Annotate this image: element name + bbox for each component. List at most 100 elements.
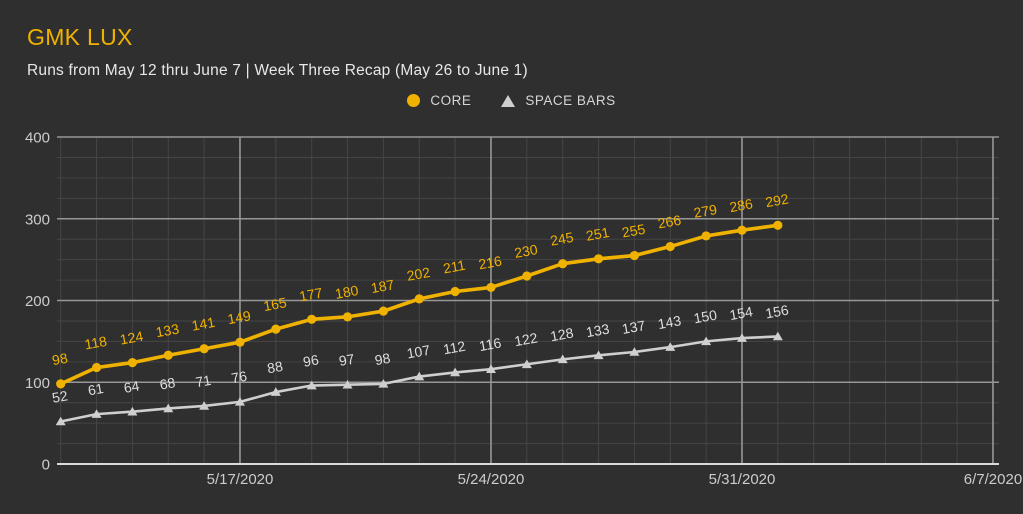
core-point-label: 286 — [728, 195, 754, 215]
core-point-label: 251 — [585, 224, 611, 244]
space-bars-point-label: 133 — [585, 320, 611, 340]
core-point — [414, 294, 424, 304]
space-bars-point-label: 128 — [549, 324, 575, 344]
y-tick-label: 200 — [25, 293, 50, 310]
circle-marker-icon — [407, 94, 421, 107]
space-bars-point-label: 156 — [764, 302, 790, 322]
core-point — [486, 282, 496, 293]
space-bars-point-label: 88 — [266, 358, 284, 376]
runs-chart-svg: 0 100 200 300 400 5/17/2020 5/24/2020 5/31/2020… — [25, 130, 1022, 489]
x-tick-label: 6/7/2020 — [964, 471, 1022, 488]
y-tick-label: 100 — [25, 375, 50, 392]
legend-label-core: CORE — [430, 93, 472, 108]
legend-label-space-bars: SPACE BARS — [525, 93, 616, 108]
core-point-label: 124 — [119, 328, 145, 348]
core-point-label: 180 — [334, 282, 360, 302]
space-bars-point — [306, 380, 317, 390]
space-bars-point-label: 154 — [728, 303, 754, 323]
y-tick-label: 400 — [25, 130, 50, 147]
space-bars-point-label: 116 — [478, 334, 503, 354]
space-bars-point-label: 107 — [406, 342, 432, 362]
space-bars-point-label: 71 — [194, 372, 212, 390]
space-bars-point — [772, 331, 783, 341]
space-bars-point — [234, 397, 245, 406]
core-point — [307, 314, 317, 324]
space-bars-point — [485, 364, 496, 373]
core-point-label: 292 — [764, 190, 790, 210]
core-point — [450, 286, 460, 297]
core-point-label: 202 — [406, 264, 432, 284]
space-bars-point — [91, 409, 102, 418]
space-bars-point-label: 98 — [373, 350, 391, 368]
space-bars-point-label: 76 — [230, 368, 248, 386]
space-bars-point-label: 96 — [302, 351, 320, 369]
core-point-label: 149 — [226, 307, 252, 327]
core-point-label: 165 — [262, 294, 288, 314]
core-point — [163, 350, 173, 360]
space-bars-point-label: 143 — [657, 312, 683, 332]
core-point-label: 133 — [155, 320, 181, 340]
space-bars-point — [55, 416, 66, 426]
core-point — [593, 254, 604, 264]
space-bars-point-label: 52 — [51, 387, 69, 405]
space-bars-point — [163, 403, 174, 413]
core-point — [737, 225, 747, 235]
chart-subtitle: Runs from May 12 thru June 7 | Week Thre… — [27, 62, 528, 79]
y-tick-label: 0 — [42, 457, 50, 474]
space-bars-point-label: 68 — [158, 374, 176, 392]
core-point-label: 141 — [190, 314, 216, 334]
triangle-marker-icon — [501, 94, 516, 107]
core-point-label: 211 — [442, 257, 467, 277]
x-tick-label: 5/24/2020 — [458, 471, 525, 488]
core-point — [199, 344, 209, 354]
legend-item-core[interactable]: CORE — [407, 93, 471, 108]
core-point — [378, 306, 389, 316]
space-bars-point — [378, 379, 389, 388]
space-bars-point — [701, 336, 712, 346]
space-bars-point — [450, 367, 461, 377]
space-bars-point — [270, 387, 281, 396]
space-bars-point — [629, 347, 640, 356]
core-point — [773, 220, 783, 230]
core-point-label: 279 — [692, 201, 718, 221]
core-point-label: 177 — [298, 284, 324, 304]
core-point — [701, 231, 711, 241]
space-bars-point — [665, 342, 676, 351]
space-bars-point-label: 112 — [442, 338, 467, 358]
x-tick-label: 5/17/2020 — [207, 471, 274, 488]
space-bars-point-label: 97 — [338, 351, 356, 369]
space-bars-point-label: 137 — [621, 317, 647, 337]
core-point — [127, 358, 138, 368]
core-point-label: 216 — [477, 253, 503, 273]
core-point — [558, 259, 568, 269]
space-bars-point-label: 64 — [122, 377, 140, 395]
core-point-label: 187 — [370, 276, 396, 296]
legend-item-space-bars[interactable]: SPACE BARS — [501, 93, 615, 108]
x-tick-label: 5/31/2020 — [709, 471, 776, 488]
core-point — [271, 324, 281, 334]
space-bars-point — [127, 406, 138, 416]
core-point-label: 118 — [83, 333, 108, 353]
chart-legend: CORE SPACE BARS — [0, 93, 1023, 108]
core-point-label: 266 — [657, 212, 683, 232]
space-bars-point — [521, 359, 532, 369]
core-point — [342, 312, 353, 322]
core-point-label: 255 — [621, 221, 647, 241]
core-point-label: 230 — [513, 241, 539, 261]
space-bars-point — [414, 371, 425, 381]
core-point-label: 98 — [51, 350, 69, 368]
core-point — [56, 379, 66, 389]
space-bars-point-label: 150 — [692, 307, 718, 327]
core-point — [665, 241, 675, 252]
space-bars-point — [593, 350, 604, 360]
core-point-label: 245 — [549, 229, 575, 249]
core-point — [522, 271, 532, 281]
space-bars-point-label: 61 — [87, 380, 105, 398]
space-bars-point — [557, 354, 568, 364]
core-point — [235, 337, 245, 347]
space-bars-point — [342, 379, 353, 389]
space-bars-point — [199, 401, 210, 410]
chart-title: GMK LUX — [27, 24, 133, 50]
y-tick-label: 300 — [25, 211, 50, 228]
